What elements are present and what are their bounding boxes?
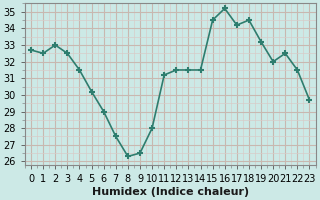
X-axis label: Humidex (Indice chaleur): Humidex (Indice chaleur) [92,187,249,197]
